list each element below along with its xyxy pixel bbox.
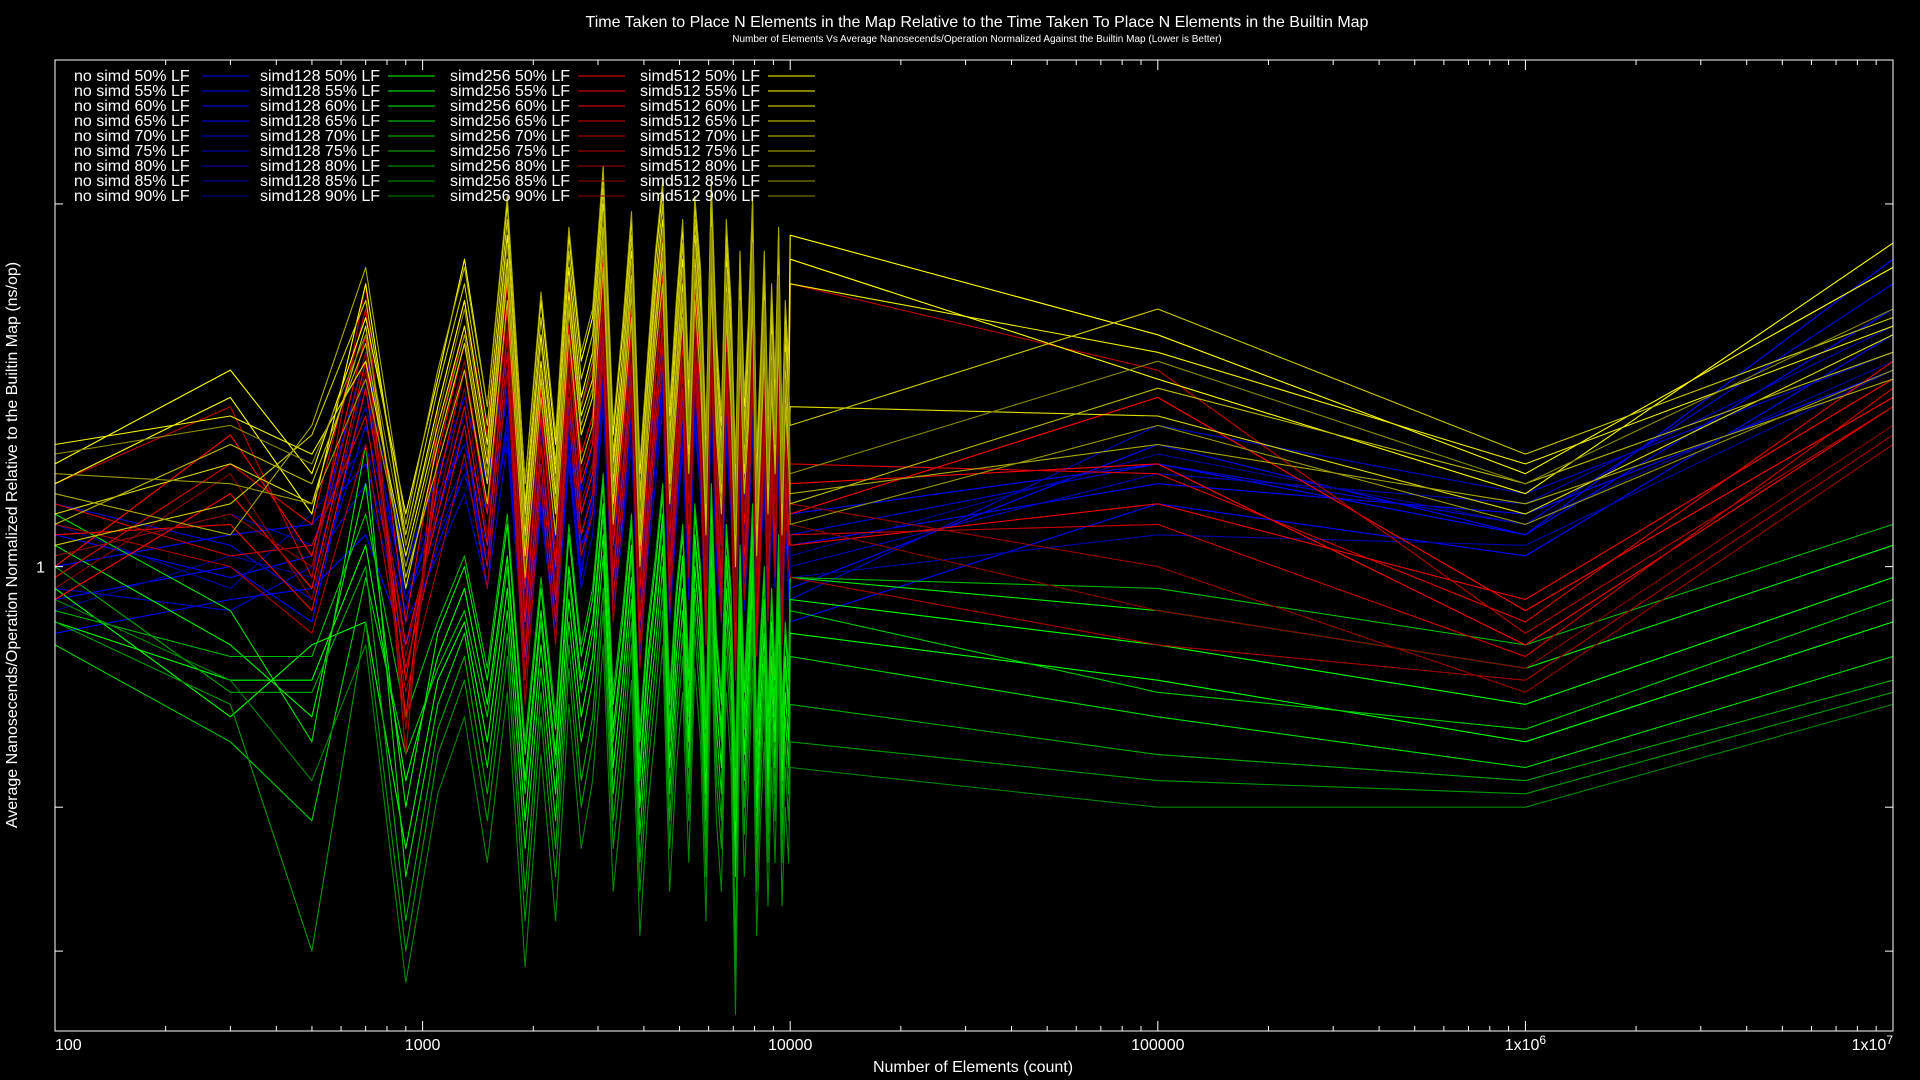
x-tick-label: 1x107 — [1852, 1033, 1894, 1054]
series-line-24 — [54, 360, 1894, 705]
series-line-32 — [54, 266, 1894, 579]
series-line-26 — [54, 316, 1894, 669]
x-tick-label: 100 — [55, 1037, 82, 1054]
series-line-34 — [54, 234, 1894, 568]
chart-subtitle: Number of Elements Vs Average Nanosecend… — [732, 34, 1222, 45]
legend-label: simd512 85% LF — [640, 173, 760, 190]
chart-title: Time Taken to Place N Elements in the Ma… — [586, 14, 1369, 31]
x-tick-exponent: 7 — [1886, 1033, 1893, 1047]
legend-label: simd256 55% LF — [450, 83, 570, 100]
legend-label: no simd 50% LF — [74, 68, 190, 85]
legend-label: simd128 80% LF — [260, 158, 380, 175]
legend-label: simd256 60% LF — [450, 98, 570, 115]
legend-label: simd512 55% LF — [640, 83, 760, 100]
legend-label: simd512 70% LF — [640, 128, 760, 145]
legend-label: simd256 50% LF — [450, 68, 570, 85]
series-line-15 — [54, 566, 1894, 952]
series-line-16 — [54, 610, 1894, 983]
legend-label: simd128 55% LF — [260, 83, 380, 100]
legend-label: simd128 90% LF — [260, 188, 380, 205]
series-line-35 — [54, 211, 1894, 546]
plot-frame — [54, 59, 1894, 1032]
legend-label: simd512 80% LF — [640, 158, 760, 175]
legend-label: no simd 85% LF — [74, 173, 190, 190]
legend-label: no simd 90% LF — [74, 188, 190, 205]
series-line-17 — [54, 599, 1894, 1016]
legend-label: simd256 65% LF — [450, 113, 570, 130]
x-tick-exponent: 6 — [1539, 1033, 1546, 1047]
x-tick-label: 1000 — [405, 1037, 441, 1054]
series-line-33 — [54, 165, 1894, 536]
series-line-10 — [54, 534, 1894, 849]
x-axis-label: Number of Elements (count) — [873, 1059, 1073, 1076]
legend-label: simd128 65% LF — [260, 113, 380, 130]
legend-label: no simd 65% LF — [74, 113, 190, 130]
legend-label: no simd 75% LF — [74, 143, 190, 160]
axis-layer: 100 1000 10000 100000 1x106 1x107 1 — [36, 59, 1894, 1054]
series-line-13 — [54, 513, 1894, 822]
legend-label: simd128 75% LF — [260, 143, 380, 160]
legend-label: no simd 55% LF — [74, 83, 190, 100]
legend-label: simd512 60% LF — [640, 98, 760, 115]
legend-label: simd512 50% LF — [640, 68, 760, 85]
y-tick-label: 1 — [36, 560, 45, 577]
legend-label: simd128 70% LF — [260, 128, 380, 145]
legend-label: simd512 90% LF — [640, 188, 760, 205]
legend-label: no simd 70% LF — [74, 128, 190, 145]
series-layer — [54, 165, 1894, 1016]
legend-label: simd512 65% LF — [640, 113, 760, 130]
legend-label: simd512 75% LF — [640, 143, 760, 160]
legend-label: simd128 50% LF — [260, 68, 380, 85]
legend-label: simd128 60% LF — [260, 98, 380, 115]
legend-label: simd256 70% LF — [450, 128, 570, 145]
legend-label: simd128 85% LF — [260, 173, 380, 190]
legend-label: simd256 80% LF — [450, 158, 570, 175]
legend-label: simd256 90% LF — [450, 188, 570, 205]
legend-label: no simd 60% LF — [74, 98, 190, 115]
legend-label: simd256 85% LF — [450, 173, 570, 190]
legend-label: no simd 80% LF — [74, 158, 190, 175]
x-tick-label: 10000 — [768, 1037, 813, 1054]
x-tick-label: 1x106 — [1505, 1033, 1547, 1054]
x-tick-label: 100000 — [1131, 1037, 1184, 1054]
series-line-22 — [54, 342, 1894, 681]
series-line-12 — [54, 443, 1894, 878]
series-line-31 — [54, 188, 1894, 546]
series-line-14 — [54, 473, 1894, 769]
legend-label: simd256 75% LF — [450, 143, 570, 160]
y-axis-label: Average Nanosecends/Operation Normalized… — [4, 262, 21, 828]
